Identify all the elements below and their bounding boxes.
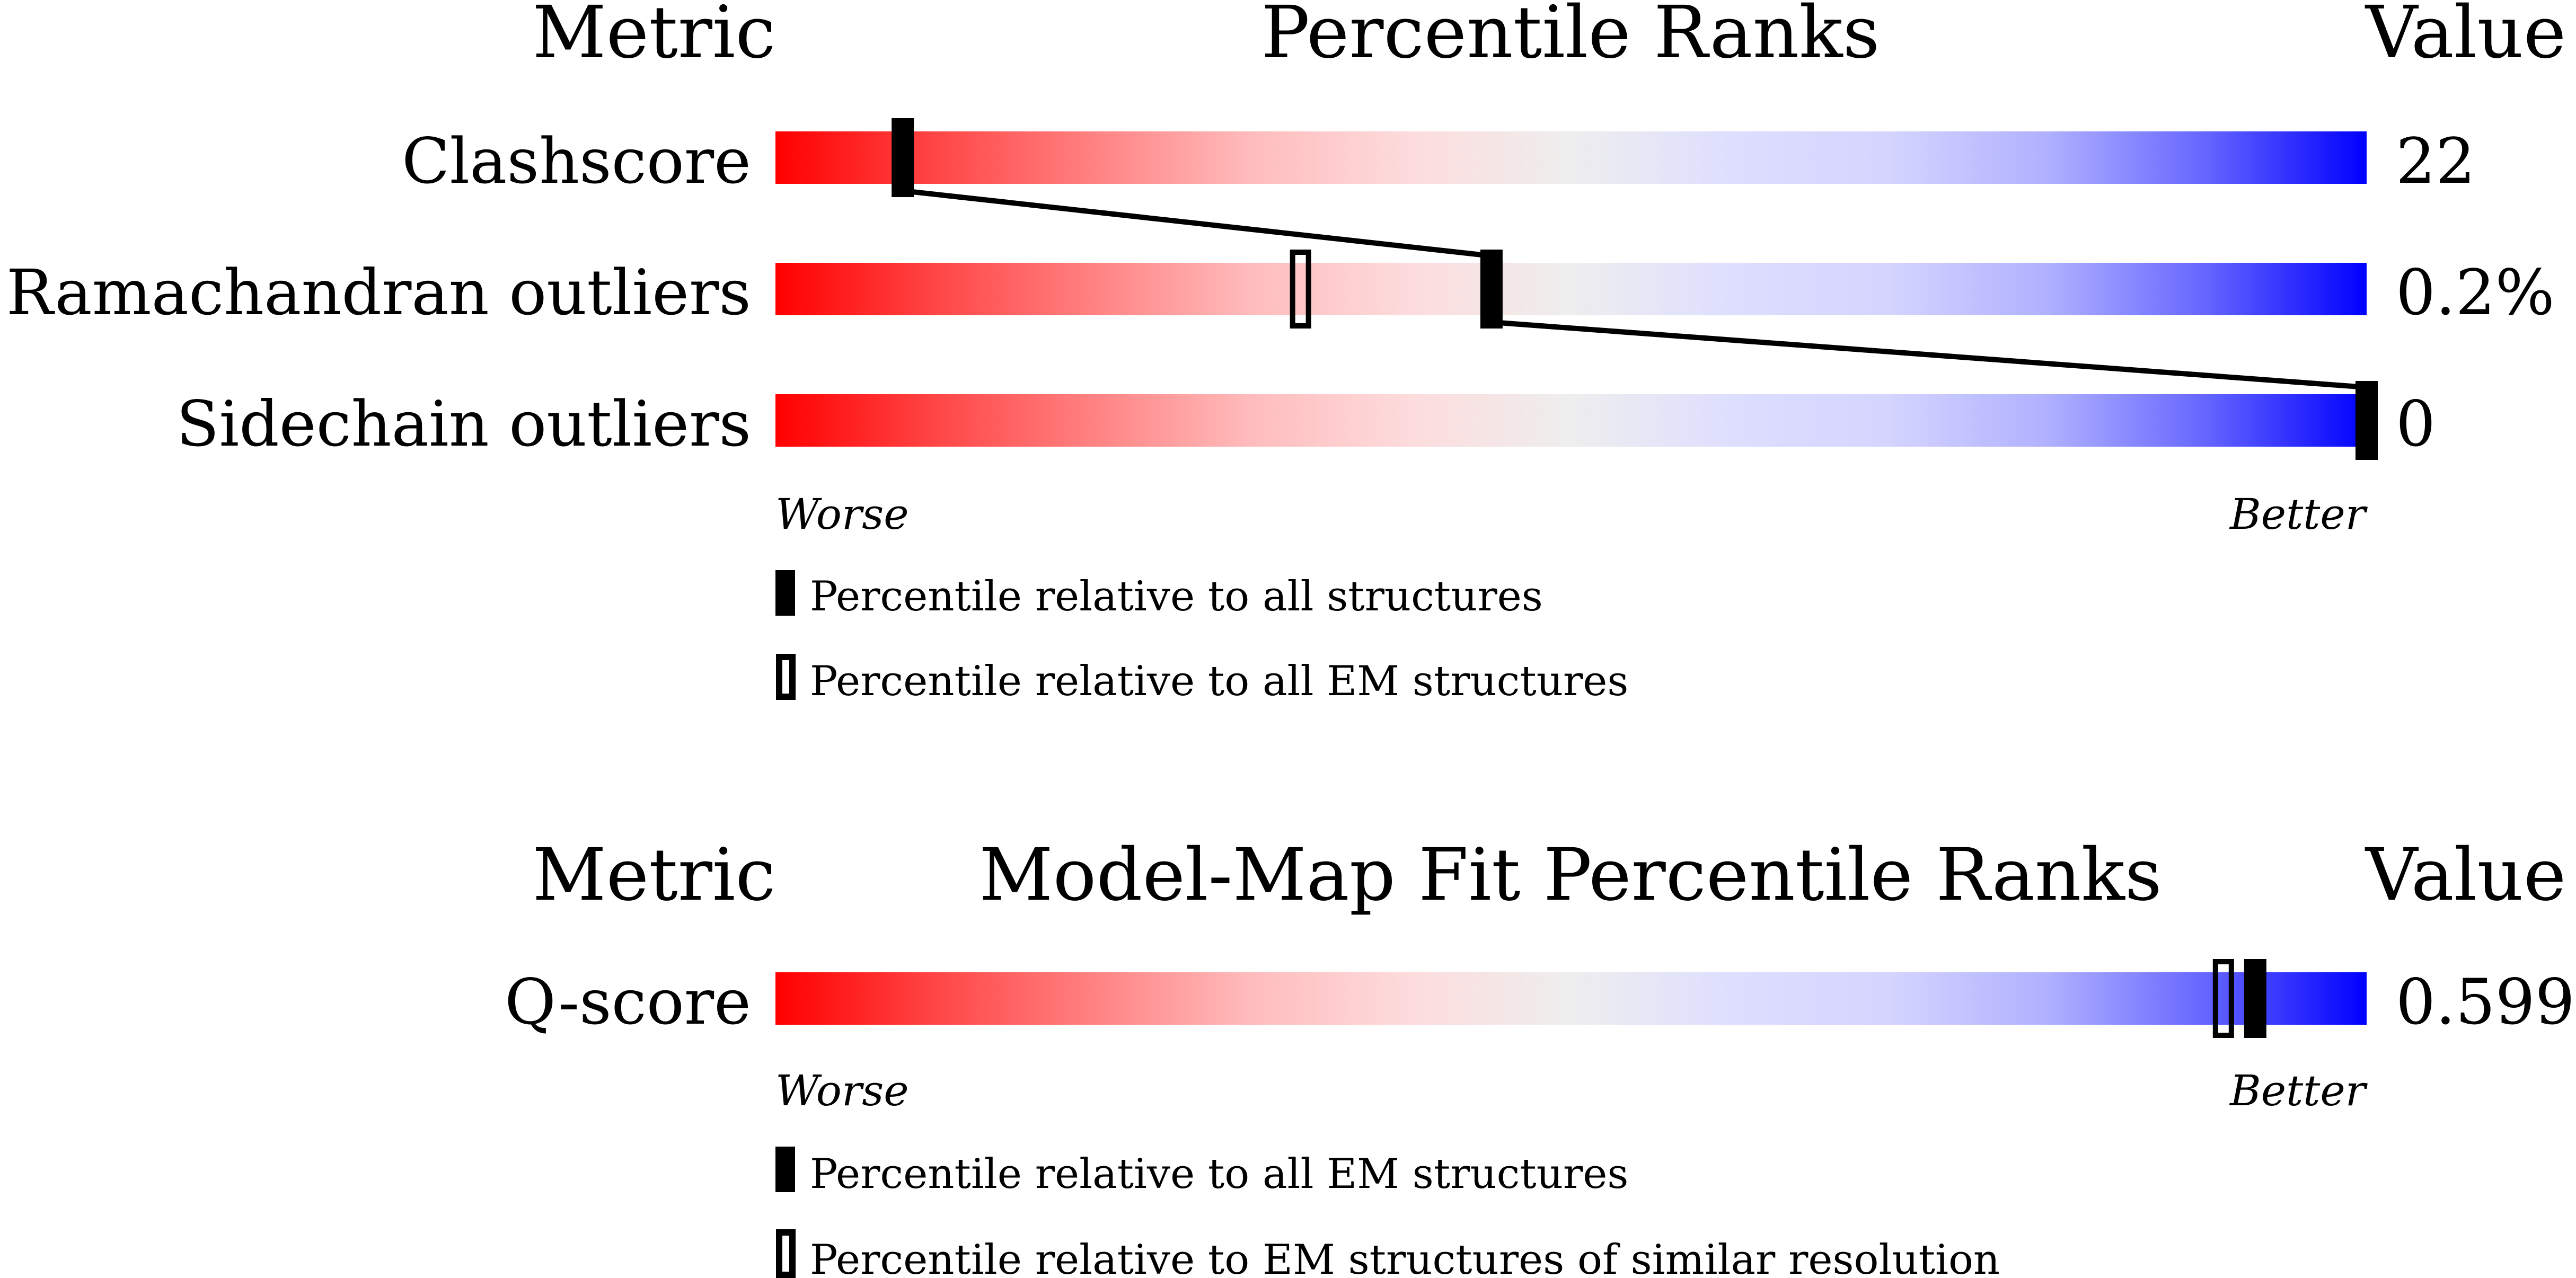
metric-value: 0 xyxy=(2396,387,2436,460)
marker-filled xyxy=(2244,959,2266,1038)
legend-open-marker xyxy=(776,654,796,700)
legend-filled-marker xyxy=(775,1147,795,1192)
marker-filled xyxy=(892,118,914,197)
metric-label: Q-score xyxy=(505,965,751,1039)
header-metric: Metric xyxy=(532,0,775,75)
legend-filled-marker xyxy=(775,570,795,616)
metric-value: 22 xyxy=(2396,125,2475,198)
axis-worse: Worse xyxy=(775,1066,909,1115)
percentile-bar xyxy=(775,394,2367,447)
legend-label: Percentile relative to all EM structures xyxy=(810,1150,1628,1198)
axis-worse: Worse xyxy=(775,490,909,539)
percentile-bar xyxy=(775,972,2367,1025)
header-value: Value xyxy=(2365,833,2566,917)
connector-line xyxy=(1491,320,2367,390)
legend-open-marker xyxy=(776,1229,796,1278)
marker-filled xyxy=(2356,381,2378,460)
metric-label: Clashscore xyxy=(402,125,751,198)
axis-better: Better xyxy=(2229,1066,2368,1115)
metric-value: 0.599 xyxy=(2396,965,2575,1039)
legend-label: Percentile relative to all EM structures xyxy=(810,658,1628,705)
legend-label: Percentile relative to EM structures of … xyxy=(810,1236,2000,1278)
chart-title: Model-Map Fit Percentile Ranks xyxy=(979,833,2162,917)
percentile-bar xyxy=(775,131,2367,184)
marker-open xyxy=(1290,250,1311,329)
chart-title: Percentile Ranks xyxy=(1261,0,1880,75)
header-metric: Metric xyxy=(532,833,775,917)
marker-filled xyxy=(1480,250,1503,329)
marker-open xyxy=(2212,959,2234,1038)
metric-value: 0.2% xyxy=(2396,256,2555,329)
header-value: Value xyxy=(2365,0,2566,75)
connector-line xyxy=(902,188,1492,259)
metric-label: Ramachandran outliers xyxy=(6,256,751,329)
metric-label: Sidechain outliers xyxy=(177,387,751,460)
legend-label: Percentile relative to all structures xyxy=(810,573,1543,620)
axis-better: Better xyxy=(2229,490,2368,539)
percentile-bar xyxy=(775,263,2367,315)
